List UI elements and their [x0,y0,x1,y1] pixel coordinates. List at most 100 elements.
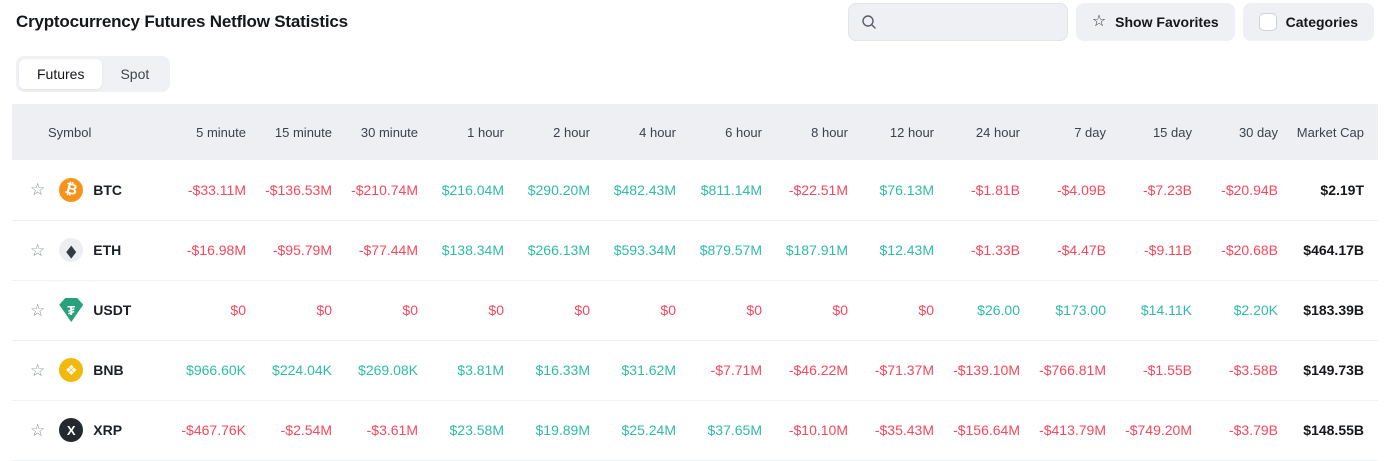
netflow-value: $138.34M [430,220,516,281]
netflow-value: -$136.53M [258,160,344,221]
netflow-value: $593.34M [602,220,688,281]
usdt-coin-icon: ₮ [59,298,84,322]
netflow-value: $0 [430,280,516,341]
netflow-value: $0 [172,280,258,341]
netflow-value: $224.04K [258,340,344,401]
categories-label: Categories [1285,14,1358,30]
netflow-value: $12.43M [860,220,946,281]
netflow-value: -$3.79B [1204,400,1290,461]
show-favorites-button[interactable]: ☆ Show Favorites [1075,3,1235,41]
show-favorites-label: Show Favorites [1115,14,1219,30]
symbol-cell: ☆ X XRP [12,400,172,461]
search-box[interactable] [847,3,1068,41]
netflow-value: -$95.79M [258,220,344,281]
netflow-value: -$20.94B [1204,160,1290,221]
favorite-star-icon[interactable]: ☆ [30,240,46,260]
netflow-value: $187.91M [774,220,860,281]
symbol-cell: ☆ ◆ ETH [12,220,172,281]
netflow-value: $76.13M [860,160,946,221]
netflow-value: $0 [774,280,860,341]
symbol-cell: ☆ ₿ BTC [12,160,172,221]
netflow-value: -$4.09B [1032,160,1118,221]
netflow-value: -$3.61M [344,400,430,461]
table-header: Symbol 5 minute 15 minute 30 minute 1 ho… [12,104,1378,160]
tab-futures[interactable]: Futures [19,59,103,89]
netflow-value: -$139.10M [946,340,1032,401]
column-30-minute: 30 minute [344,104,430,160]
netflow-value: -$77.44M [344,220,430,281]
market-cap-value: $148.55B [1290,400,1378,461]
coin-symbol: BNB [93,362,124,378]
netflow-value: -$467.76K [172,400,258,461]
netflow-value: $0 [516,280,602,341]
bnb-coin-icon: ❖ [59,358,84,382]
column-7-day: 7 day [1032,104,1118,160]
netflow-value: $0 [860,280,946,341]
search-input[interactable] [884,14,1066,30]
netflow-value: -$9.11B [1118,220,1204,281]
netflow-value: $0 [344,280,430,341]
netflow-value: -$22.51M [774,160,860,221]
netflow-value: $290.20M [516,160,602,221]
netflow-value: $482.43M [602,160,688,221]
eth-coin-icon: ◆ [59,238,84,262]
market-cap-value: $183.39B [1290,280,1378,341]
btc-coin-icon: ₿ [59,177,84,202]
netflow-value: $0 [258,280,344,341]
netflow-value: $2.20K [1204,280,1290,341]
table-row[interactable]: ☆ ❖ BNB $966.60K $224.04K $269.08K $3.81… [12,340,1378,401]
symbol-cell: ☆ ❖ BNB [12,340,172,401]
search-icon [862,15,876,29]
topbar: Cryptocurrency Futures Netflow Statistic… [0,0,1390,42]
table-row[interactable]: ☆ ₮ USDT $0 $0 $0 $0 $0 $0 $0 $0 $0 $26.… [12,280,1378,341]
column-2-hour: 2 hour [516,104,602,160]
netflow-value: -$46.22M [774,340,860,401]
categories-button[interactable]: Categories [1242,3,1374,41]
market-cap-value: $2.19T [1290,160,1378,221]
netflow-value: -$766.81M [1032,340,1118,401]
favorite-star-icon[interactable]: ☆ [30,180,46,200]
star-icon: ☆ [1091,13,1107,30]
netflow-value: -$210.74M [344,160,430,221]
netflow-table: Symbol 5 minute 15 minute 30 minute 1 ho… [12,104,1378,461]
netflow-value: $3.81M [430,340,516,401]
column-5-minute: 5 minute [172,104,258,160]
netflow-value: $966.60K [172,340,258,401]
netflow-value: -$3.58B [1204,340,1290,401]
column-symbol: Symbol [12,104,172,160]
netflow-value: -$2.54M [258,400,344,461]
netflow-value: -$413.79M [1032,400,1118,461]
netflow-value: -$156.64M [946,400,1032,461]
table-row[interactable]: ☆ X XRP -$467.76K -$2.54M -$3.61M $23.58… [12,400,1378,461]
netflow-value: $26.00 [946,280,1032,341]
column-15-day: 15 day [1118,104,1204,160]
table-row[interactable]: ☆ ◆ ETH -$16.98M -$95.79M -$77.44M $138.… [12,220,1378,281]
netflow-value: $173.00 [1032,280,1118,341]
netflow-value: -$20.68B [1204,220,1290,281]
column-15-minute: 15 minute [258,104,344,160]
favorite-star-icon[interactable]: ☆ [30,300,46,320]
netflow-value: -$7.23B [1118,160,1204,221]
column-1-hour: 1 hour [430,104,516,160]
coin-symbol: ETH [93,242,122,258]
netflow-value: -$749.20M [1118,400,1204,461]
market-cap-value: $464.17B [1290,220,1378,281]
favorite-star-icon[interactable]: ☆ [30,420,46,440]
netflow-value: $16.33M [516,340,602,401]
column-8-hour: 8 hour [774,104,860,160]
netflow-value: -$1.55B [1118,340,1204,401]
netflow-value: -$16.98M [172,220,258,281]
netflow-value: $0 [602,280,688,341]
netflow-value: $266.13M [516,220,602,281]
favorite-star-icon[interactable]: ☆ [30,360,46,380]
netflow-value: $19.89M [516,400,602,461]
column-24-hour: 24 hour [946,104,1032,160]
column-4-hour: 4 hour [602,104,688,160]
netflow-value: $216.04M [430,160,516,221]
tab-spot[interactable]: Spot [120,66,150,82]
netflow-value: $23.58M [430,400,516,461]
categories-checkbox[interactable] [1258,13,1277,31]
table-row[interactable]: ☆ ₿ BTC -$33.11M -$136.53M -$210.74M $21… [12,160,1378,221]
column-market-cap: Market Cap [1290,104,1378,160]
column-12-hour: 12 hour [860,104,946,160]
